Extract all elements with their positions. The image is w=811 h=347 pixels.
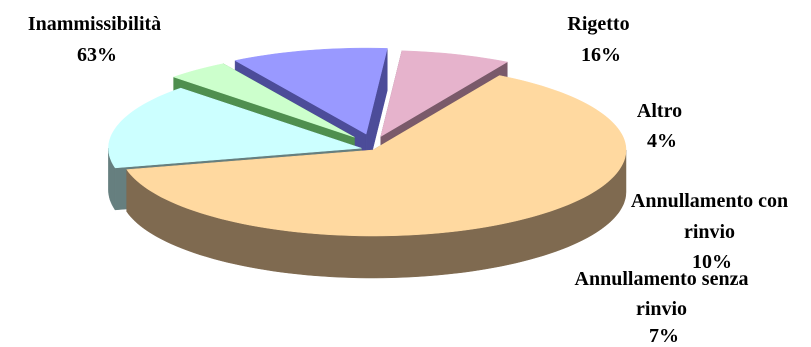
slice-label-altro: Altro 4%	[637, 100, 687, 152]
slice-annullamento-senza-rinvio-top	[380, 50, 509, 138]
slice-label-annullamento-con-rinvio: Annullamento con rinvio 10%	[631, 190, 793, 273]
slice-label-annullamento-senza-rinvio: Annullamento senza rinvio 7%	[575, 268, 754, 347]
slice-inammissibilita-top	[126, 75, 627, 237]
slice-inammissibilita	[126, 75, 627, 279]
slice-rigetto-top	[108, 87, 362, 169]
slice-annullamento-con-rinvio-top	[234, 47, 388, 135]
slice-altro-top	[172, 63, 355, 138]
pie-slices	[108, 47, 627, 279]
slice-label-inammissibilita: Inammissibilità 63%	[28, 13, 166, 66]
slice-label-rigetto: Rigetto 16%	[567, 13, 634, 66]
